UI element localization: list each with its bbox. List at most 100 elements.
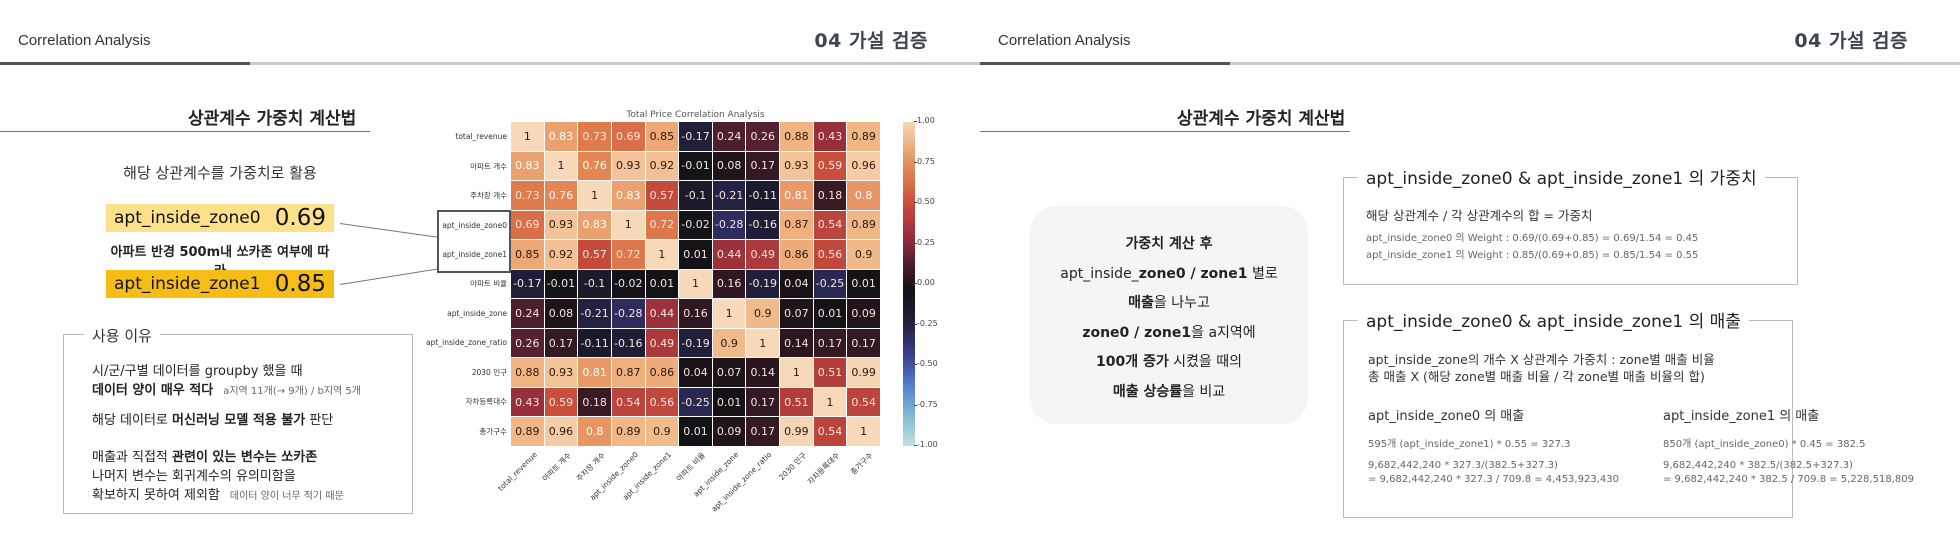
heatmap-cell: 0.18: [578, 387, 611, 417]
heatmap-cell: 0.01: [679, 240, 712, 269]
heatmap-cell: 0.83: [544, 122, 578, 151]
heatmap-cell: -0.1: [679, 181, 712, 210]
heatmap-row-label: 2030 인구: [471, 367, 507, 377]
heatmap-cell: 0.51: [813, 358, 847, 387]
highlight-box: [437, 210, 511, 273]
heatmap-cell: 0.93: [780, 151, 813, 181]
heatmap-cell: 0.17: [847, 328, 880, 358]
heatmap-cell: -0.02: [611, 269, 645, 299]
heatmap-cell: -0.28: [611, 299, 645, 328]
colorbar-tick: 0.25: [914, 237, 935, 247]
summary-line: zone0 / zone1을 a지역에: [1082, 324, 1256, 341]
heatmap-cell: 0.43: [813, 122, 847, 151]
heatmap-cell: 1: [746, 328, 780, 358]
heatmap-cell: 1: [578, 181, 611, 210]
heatmap-cell: 0.24: [712, 122, 746, 151]
zone1-value: 0.85: [274, 271, 326, 297]
heatmap-cell: 1: [645, 240, 679, 269]
weight-line-zone0: apt_inside_zone0 의 Weight : 0.69/(0.69+0…: [1366, 233, 1699, 244]
heatmap-cell: 0.59: [544, 387, 578, 417]
summary-line: 100개 증가 시켰을 때의: [1095, 354, 1243, 370]
heatmap-row-label: 주차장 개수: [470, 191, 507, 201]
header-left-title: Correlation Analysis: [998, 32, 1131, 49]
heatmap-cell: 0.17: [746, 387, 780, 417]
colorbar-tick: 1.00: [914, 116, 935, 125]
heatmap-cell: -0.25: [813, 269, 847, 299]
heatmap-cell: -0.19: [746, 269, 780, 299]
heatmap-cell: 0.54: [813, 417, 847, 446]
colorbar-tick: 0.50: [914, 197, 935, 206]
heatmap-cell: -0.01: [544, 269, 578, 299]
heatmap-cell: 0.88: [780, 122, 813, 151]
heatmap-cell: 0.44: [712, 240, 746, 269]
heatmap-cell: 0.86: [645, 358, 679, 387]
heatmap-cell: 0.54: [847, 387, 880, 417]
zone0-label: apt_inside_zone0: [114, 208, 261, 228]
heatmap-cell: 0.24: [511, 299, 544, 328]
heatmap-cell: 1: [511, 122, 544, 151]
zone0-value: 0.69: [274, 205, 326, 231]
heatmap-cell: 0.85: [645, 122, 679, 151]
heatmap-title: Total Price Correlation Analysis: [626, 110, 765, 120]
correlation-heatmap: 1 0.83 0.73 0.69 0.85 -0.17 0.24 0.26 0.88 0.43 0.…: [511, 122, 880, 446]
heatmap-row-label: 아파트 비율: [470, 279, 507, 289]
heatmap-cell: 0.87: [611, 358, 645, 387]
reason-line-5: 나머지 변수는 회귀계수의 유의미함을: [92, 469, 296, 484]
heatmap-cell: 1: [544, 151, 578, 181]
reason-line-2: 데이터 양이 매우 적다 a지역 11개(→ 9개) / b지역 5개: [92, 383, 361, 398]
zone0-calc-3: = 9,682,442,240 * 327.3 / 709.8 = 4,453,…: [1368, 474, 1619, 485]
header-progress-bar: [0, 62, 250, 65]
weight-formula: 해당 상관계수 / 각 상관계수의 합 = 가중치: [1366, 208, 1593, 223]
heatmap-cell: 0.9: [712, 328, 746, 358]
zone0-revenue-title: apt_inside_zone0 의 매출: [1368, 409, 1525, 424]
revenue-desc-1: apt_inside_zone의 개수 X 상관계수 가중치 : zone별 매…: [1368, 352, 1715, 367]
heatmap-cell: 0.01: [712, 387, 746, 417]
heatmap-cell: 0.72: [645, 210, 679, 240]
colorbar-tick: -0.75: [914, 399, 938, 409]
section-underline: [0, 131, 370, 132]
heatmap-cell: 0.18: [813, 181, 847, 210]
summary-line: 가중치 계산 후: [1125, 236, 1213, 252]
heatmap-cell: 0.01: [847, 269, 880, 299]
intro-text: 해당 상관계수를 가중치로 활용: [123, 164, 317, 182]
heatmap-col-label: total_revenue: [496, 450, 539, 493]
heatmap-cell: 0.54: [813, 210, 847, 240]
heatmap-cell: 0.72: [611, 240, 645, 269]
heatmap-cell: 0.9: [746, 299, 780, 328]
colorbar: [903, 122, 915, 446]
heatmap-row-label: 자차등록대수: [465, 397, 507, 407]
heatmap-cell: -0.01: [679, 151, 712, 181]
heatmap-cell: 0.86: [780, 240, 813, 269]
reasons-box: [63, 334, 413, 514]
zone1-revenue-title: apt_inside_zone1 의 매출: [1663, 409, 1820, 424]
heatmap-cell: 0.89: [611, 417, 645, 446]
heatmap-col-label: apt_inside_zone_ratio: [710, 450, 774, 514]
heatmap-cell: 0.76: [578, 151, 611, 181]
heatmap-column-labels: total_revenue 아파트 개수 주차장 개수 apt_inside_zone…: [496, 450, 880, 514]
section-underline: [980, 131, 1350, 132]
heatmap-cell: 0.8: [847, 181, 880, 210]
heatmap-cell: 0.51: [780, 387, 813, 417]
zone0-calc-1: 595개 (apt_inside_zone1) * 0.55 = 327.3: [1368, 439, 1571, 450]
heatmap-cell: -0.21: [578, 299, 611, 328]
heatmap-cell: 0.54: [611, 387, 645, 417]
heatmap-cell: 0.14: [780, 328, 813, 358]
heatmap-cell: 0.81: [780, 181, 813, 210]
heatmap-cell: 0.96: [544, 417, 578, 446]
heatmap-cell: -0.1: [578, 269, 611, 299]
heatmap-cell: 0.83: [611, 181, 645, 210]
heatmap-cell: 0.17: [746, 417, 780, 446]
heatmap-cell: -0.21: [712, 181, 746, 210]
heatmap-cell: 0.73: [578, 122, 611, 151]
heatmap-cell: 0.17: [544, 328, 578, 358]
heatmap-cell: -0.17: [511, 269, 544, 299]
heatmap-cell: 0.07: [712, 358, 746, 387]
heatmap-cell: 0.89: [847, 210, 880, 240]
heatmap-cell: 0.99: [847, 358, 880, 387]
colorbar-tick: -0.50: [914, 359, 938, 368]
reason-line-6: 확보하지 못하여 제외함 데이터 양이 너무 적기 때문: [92, 488, 344, 503]
heatmap-cell: 0.89: [847, 122, 880, 151]
heatmap-cell: 0.56: [813, 240, 847, 269]
heatmap-row-label: total_revenue: [455, 132, 507, 142]
heatmap-col-label: 자차등록대수: [805, 450, 842, 487]
